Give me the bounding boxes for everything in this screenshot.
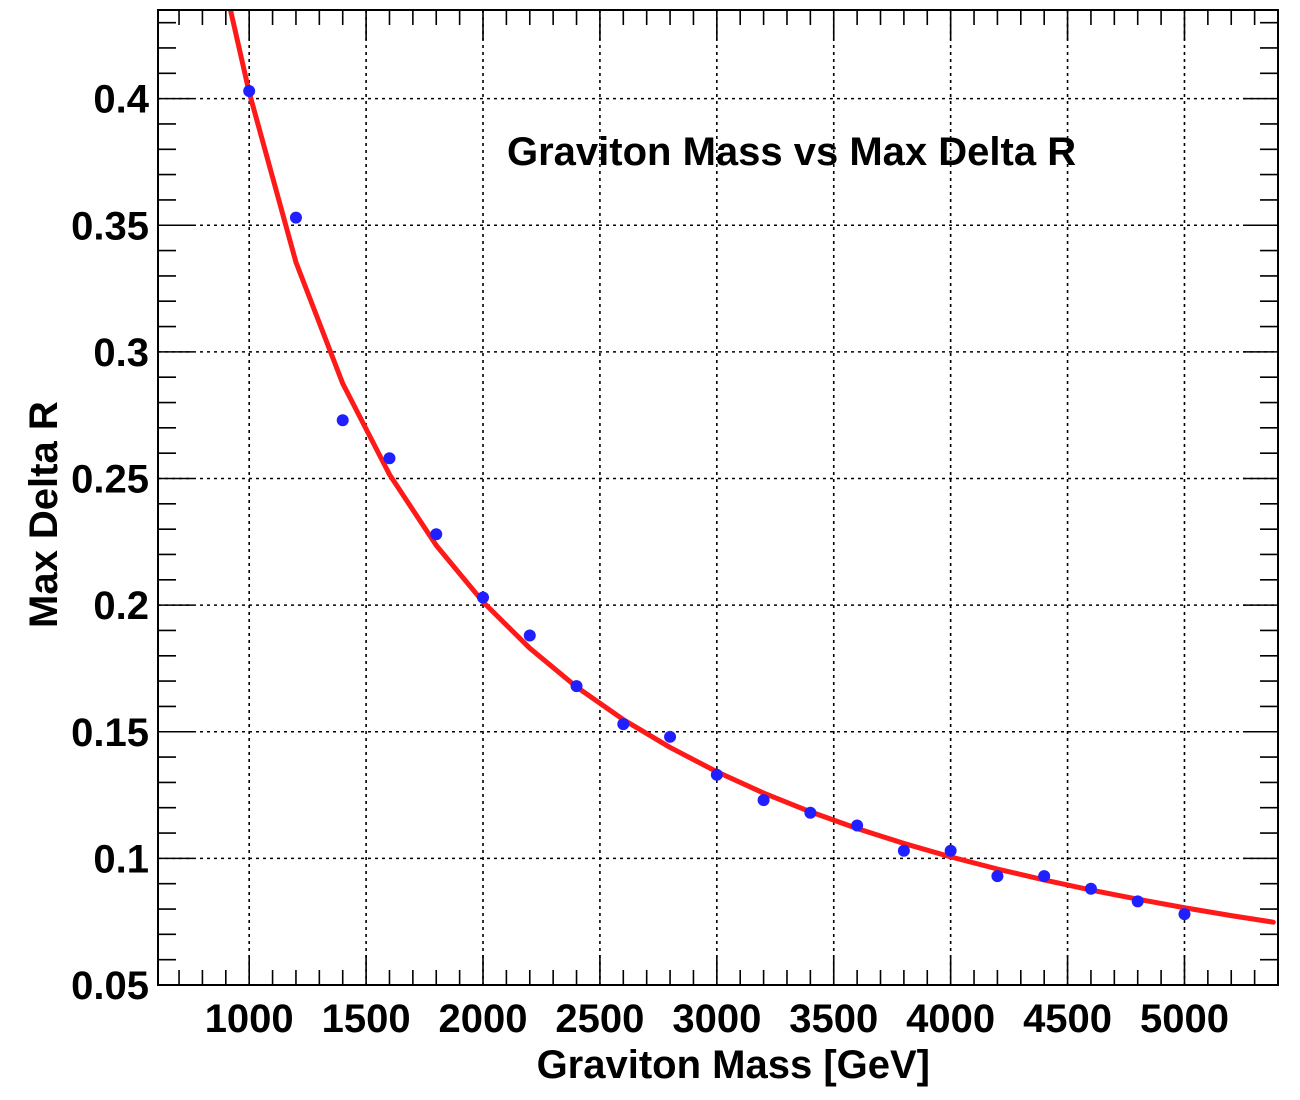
data-point [336,414,349,427]
y-axis-title: Max Delta R [22,401,66,628]
data-point [664,730,677,743]
x-tick-label: 2000 [439,997,528,1041]
fit-curve [227,10,1276,925]
data-point [897,844,910,857]
y-tick-label: 0.1 [93,837,149,881]
x-tick-label: 4500 [1023,997,1112,1041]
y-tick-label: 0.2 [93,584,149,628]
y-tick-label: 0.15 [71,711,149,755]
data-point [570,680,583,693]
data-point [1084,882,1097,895]
data-point [991,870,1004,883]
data-point [617,718,630,731]
x-axis-title: Graviton Mass [GeV] [537,1043,930,1087]
axis-ticks [158,10,1279,986]
data-point [804,806,817,819]
data-point [944,844,957,857]
y-tick-label: 0.4 [93,78,149,122]
x-tick-label: 3500 [789,997,878,1041]
data-point [383,452,396,465]
chart-title: Graviton Mass vs Max Delta R [507,130,1076,174]
data-point [289,211,302,224]
x-tick-label: 5000 [1140,997,1229,1041]
y-tick-label: 0.35 [71,204,149,248]
data-point [523,629,536,642]
x-tick-labels: 1000 1500 2000 2500 3000 3500 4000 4500 5000 [205,997,1229,1041]
data-point [430,528,443,541]
y-tick-label: 0.25 [71,458,149,502]
data-point [477,591,490,604]
y-tick-labels: 0.05 0.1 0.15 0.2 0.25 0.3 0.35 0.4 [71,78,150,1008]
data-points-layer [243,85,1191,921]
fit-curve-layer [227,10,1276,925]
data-point [710,768,723,781]
data-point [1178,908,1191,921]
y-tick-label: 0.3 [93,331,149,375]
x-tick-label: 3000 [672,997,761,1041]
y-tick-label: 0.05 [71,964,149,1008]
x-tick-label: 4000 [906,997,995,1041]
x-tick-label: 2500 [555,997,644,1041]
x-tick-label: 1000 [205,997,294,1041]
data-point [1038,870,1051,883]
data-point [851,819,864,832]
data-point [1131,895,1144,908]
data-point [243,85,256,98]
plot-frame [157,9,1279,986]
x-tick-label: 1500 [322,997,411,1041]
data-point [757,794,770,807]
grid [158,10,1278,985]
